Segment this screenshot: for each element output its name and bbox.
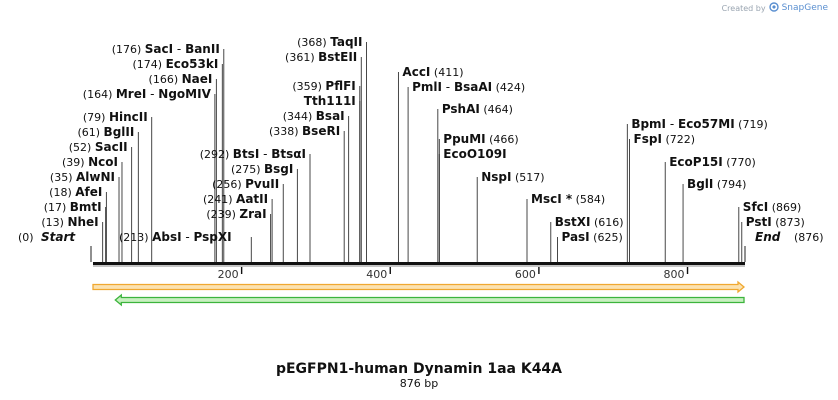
site-nspi[interactable]: NspI (517) <box>476 170 545 262</box>
site-label-pflfi[interactable]: (359) PflFI <box>292 79 355 93</box>
site-taqii[interactable]: (368) TaqII <box>297 35 367 262</box>
site-msci[interactable]: MscI * (584) <box>526 192 605 262</box>
site-label-bgli[interactable]: BglI (794) <box>687 177 746 191</box>
site-sacii[interactable]: (52) SacII <box>69 140 133 262</box>
axis-tick-label-400: 400 <box>366 268 387 281</box>
site-eco53ki[interactable]: (174) Eco53kI <box>133 57 223 262</box>
site-label-alwni[interactable]: (35) AlwNI <box>50 170 115 184</box>
site-aatii[interactable]: (241) AatII <box>203 192 273 262</box>
axis-tick-label-800: 800 <box>664 268 685 281</box>
site-afei[interactable]: (18) AfeI <box>49 185 107 262</box>
site-label-saci[interactable]: (176) SacI - BanII <box>112 42 220 56</box>
site-pvuii[interactable]: (256) PvuII <box>212 177 284 262</box>
site-ncoi[interactable]: (39) NcoI <box>62 155 123 262</box>
credit-brand: SnapGene <box>781 3 828 13</box>
orange-feature-arrow[interactable] <box>92 280 746 294</box>
site-label-absi[interactable]: (213) AbsI - PspXI <box>119 230 232 244</box>
snapgene-credit: Created by SnapGene <box>722 2 828 14</box>
site-label-bsgi[interactable]: (275) BsgI <box>231 162 293 176</box>
site-mrei[interactable]: (164) MreI - NgoMIV <box>83 87 216 262</box>
site-label-bseri[interactable]: (338) BseRI <box>269 124 340 138</box>
site-btsi[interactable]: (292) BtsI - BtsαI <box>200 147 311 262</box>
site-ecop15i[interactable]: EcoP15I (770) <box>664 155 756 262</box>
site-label-pasi[interactable]: PasI (625) <box>561 230 622 244</box>
site-pshai[interactable]: PshAI (464) <box>437 102 513 262</box>
site-alwni[interactable]: (35) AlwNI <box>50 170 120 262</box>
site-label-pvuii[interactable]: (256) PvuII <box>212 177 279 191</box>
site-label-pmli[interactable]: PmlI - BsaAI (424) <box>412 80 525 94</box>
site-label-aatii[interactable]: (241) AatII <box>203 192 268 206</box>
site-label-naei[interactable]: (166) NaeI <box>149 72 213 86</box>
site-label-bstxi[interactable]: BstXI (616) <box>555 215 624 229</box>
site-label-ecoo109i[interactable]: EcoO109I <box>443 147 506 161</box>
map-subtitle: 876 bp <box>399 377 439 390</box>
site-label-bglii[interactable]: (61) BglII <box>77 125 134 139</box>
site-bsgi[interactable]: (275) BsgI <box>231 162 298 262</box>
site-bstxi[interactable]: BstXI (616) <box>550 215 624 262</box>
site-label-ecop15i[interactable]: EcoP15I (770) <box>669 155 756 169</box>
snapgene-logo-icon <box>768 2 779 14</box>
site-label-afei[interactable]: (18) AfeI <box>49 185 102 199</box>
site-label-btsi[interactable]: (292) BtsI - BtsαI <box>200 147 306 161</box>
site-label-msci[interactable]: MscI * (584) <box>531 192 605 206</box>
site-pflfi[interactable]: (359) PflFI <box>292 79 361 262</box>
site-label-nspi[interactable]: NspI (517) <box>481 170 544 184</box>
site-label-pshai[interactable]: PshAI (464) <box>442 102 513 116</box>
site-label-sacii[interactable]: (52) SacII <box>69 140 128 154</box>
site-label-taqii[interactable]: (368) TaqII <box>297 35 362 49</box>
site-label-eco53ki[interactable]: (174) Eco53kI <box>133 57 219 71</box>
site-label-sfci[interactable]: SfcI (869) <box>743 200 802 214</box>
site-label-ppumi[interactable]: PpuMI (466) <box>443 132 518 146</box>
end-position: (876) <box>794 231 824 244</box>
site-label-hincii[interactable]: (79) HincII <box>83 110 148 124</box>
site-label-nhei[interactable]: (13) NheI <box>41 215 98 229</box>
site-bmti[interactable]: (17) BmtI <box>44 200 107 262</box>
green-feature-arrow[interactable] <box>114 293 745 307</box>
site-label-tth111i[interactable]: Tth111I <box>304 94 356 108</box>
site-pmli[interactable]: PmlI - BsaAI (424) <box>407 80 525 262</box>
site-label-bpmi[interactable]: BpmI - Eco57MI (719) <box>631 117 767 131</box>
site-naei[interactable]: (166) NaeI <box>149 72 217 262</box>
site-ecoo109i[interactable]: EcoO109I <box>438 147 507 262</box>
site-label-bmti[interactable]: (17) BmtI <box>44 200 102 214</box>
site-saci[interactable]: (176) SacI - BanII <box>112 42 225 262</box>
site-pasi[interactable]: PasI (625) <box>557 230 623 262</box>
site-sfci[interactable]: SfcI (869) <box>738 200 802 262</box>
site-bseri[interactable]: (338) BseRI <box>269 124 345 262</box>
map-title: pEGFPN1-human Dynamin 1aa K44A <box>275 361 563 377</box>
site-bsteii[interactable]: (361) BstEII <box>285 50 362 262</box>
site-label-acci[interactable]: AccI (411) <box>402 65 463 79</box>
start-label: Start <box>41 230 76 244</box>
end-label: End <box>755 230 781 244</box>
site-hincii[interactable]: (79) HincII <box>83 110 153 262</box>
site-label-psti[interactable]: PstI (873) <box>746 215 805 229</box>
axis-tick-label-600: 600 <box>515 268 536 281</box>
site-bsai[interactable]: (344) BsaI <box>283 109 350 262</box>
site-acci[interactable]: AccI (411) <box>397 65 463 262</box>
start-position: (0) <box>18 231 34 244</box>
site-label-fspi[interactable]: FspI (722) <box>634 132 695 146</box>
site-fspi[interactable]: FspI (722) <box>629 132 695 262</box>
site-zrai[interactable]: (239) ZraI <box>206 207 272 262</box>
site-label-zrai[interactable]: (239) ZraI <box>206 207 266 221</box>
site-label-bsai[interactable]: (344) BsaI <box>283 109 345 123</box>
site-label-ncoi[interactable]: (39) NcoI <box>62 155 118 169</box>
site-bglii[interactable]: (61) BglII <box>77 125 139 262</box>
credit-prefix: Created by <box>721 3 766 13</box>
sequence-backbone <box>93 262 745 265</box>
site-label-bsteii[interactable]: (361) BstEII <box>285 50 357 64</box>
site-psti[interactable]: PstI (873) <box>741 215 805 262</box>
site-label-mrei[interactable]: (164) MreI - NgoMIV <box>83 87 212 101</box>
site-absi[interactable]: (213) AbsI - PspXI <box>119 230 252 262</box>
site-nhei[interactable]: (13) NheI <box>41 215 104 262</box>
site-bgli[interactable]: BglI (794) <box>682 177 746 262</box>
site-bpmi[interactable]: BpmI - Eco57MI (719) <box>626 117 768 262</box>
axis-tick-label-200: 200 <box>218 268 239 281</box>
